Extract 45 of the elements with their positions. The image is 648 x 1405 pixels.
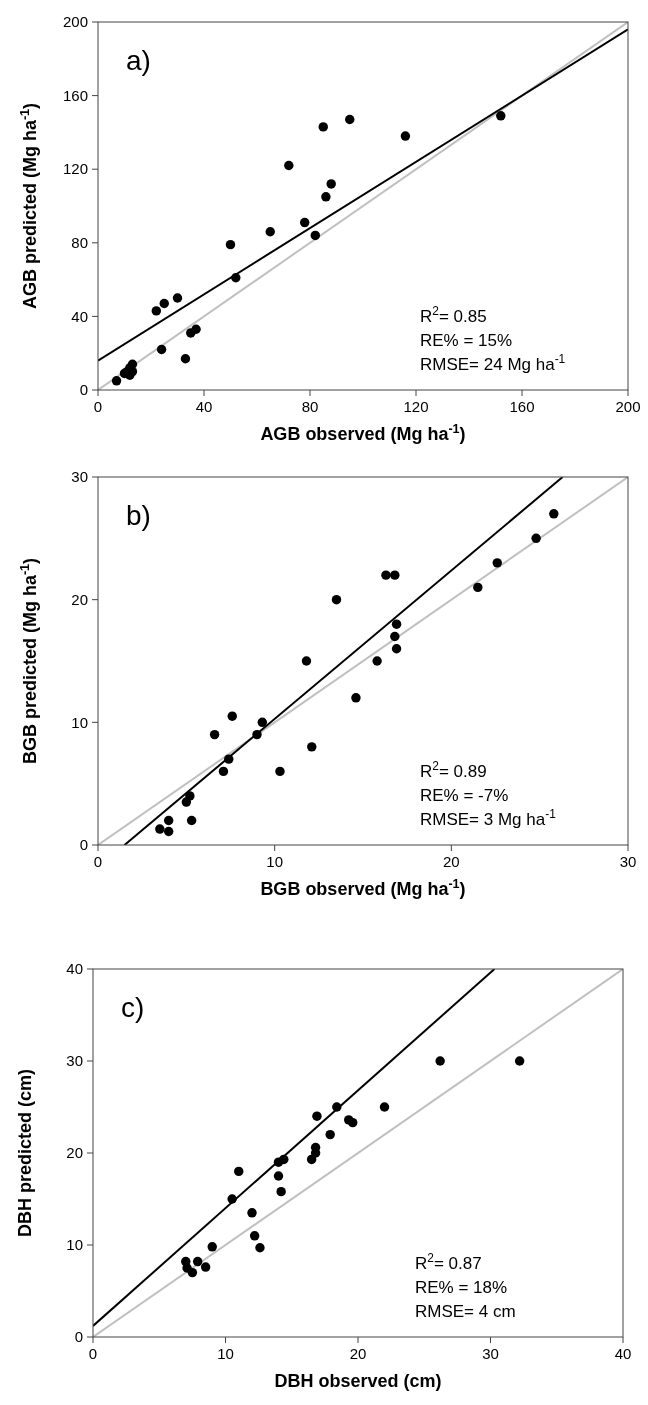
x-axis-title: AGB observed (Mg ha$^{-1}$) [260, 422, 466, 444]
annotation: RMSE= 24 Mg ha$^{-1}$ [420, 352, 566, 374]
x-tick-label: 30 [619, 853, 637, 870]
y-tick-label: 160 [62, 86, 88, 104]
y-tick-label: 40 [71, 307, 88, 325]
x-tick-label: 0 [93, 398, 103, 415]
x-tick-label: 40 [195, 398, 213, 415]
x-tick-label: 10 [217, 1345, 234, 1362]
annotation: c) [121, 992, 145, 1023]
x-tick-label: 120 [403, 398, 429, 415]
y-tick-label: 0 [79, 381, 88, 399]
x-tick-label: 200 [615, 398, 641, 415]
x-tick-label: 0 [93, 853, 103, 870]
x-tick-label: 40 [614, 1345, 632, 1362]
y-tick-label: 80 [71, 234, 88, 252]
annotation: RE% = 15% [420, 331, 513, 350]
x-tick-label: 20 [442, 853, 460, 870]
y-tick-label: 40 [66, 960, 83, 978]
y-tick-label: 20 [66, 1144, 83, 1162]
annotation: RE% = 18% [415, 1278, 508, 1297]
y-tick-label: 0 [74, 1328, 83, 1346]
y-tick-label: 30 [71, 468, 88, 486]
y-tick-label: 30 [66, 1052, 83, 1070]
x-tick-label: 80 [301, 398, 319, 415]
y-tick-label: 10 [71, 713, 88, 731]
x-axis-title: BGB observed (Mg ha$^{-1}$) [260, 877, 466, 899]
y-axis-title: DBH predicted (cm) [15, 1068, 35, 1238]
x-tick-label: 20 [349, 1345, 367, 1362]
y-tick-label: 0 [79, 836, 88, 854]
annotation: RE% = -7% [420, 786, 509, 805]
annotation: RMSE= 3 Mg ha$^{-1}$ [420, 807, 557, 829]
annotation: RMSE= 4 cm [415, 1302, 516, 1321]
annotation: R$^{2}$= 0.89 [420, 759, 487, 781]
annotation: b) [126, 500, 151, 531]
y-tick-label: 20 [71, 590, 88, 608]
x-tick-label: 160 [509, 398, 535, 415]
annotation: a) [126, 45, 151, 76]
x-axis-title: DBH observed (cm) [274, 1371, 442, 1391]
x-tick-label: 30 [482, 1345, 499, 1362]
y-tick-label: 10 [66, 1236, 83, 1254]
x-tick-label: 10 [266, 853, 284, 870]
annotation: R$^{2}$= 0.85 [420, 304, 487, 326]
annotation: R$^{2}$= 0.87 [415, 1251, 482, 1273]
y-tick-label: 120 [62, 160, 88, 178]
y-tick-label: 200 [62, 13, 88, 31]
